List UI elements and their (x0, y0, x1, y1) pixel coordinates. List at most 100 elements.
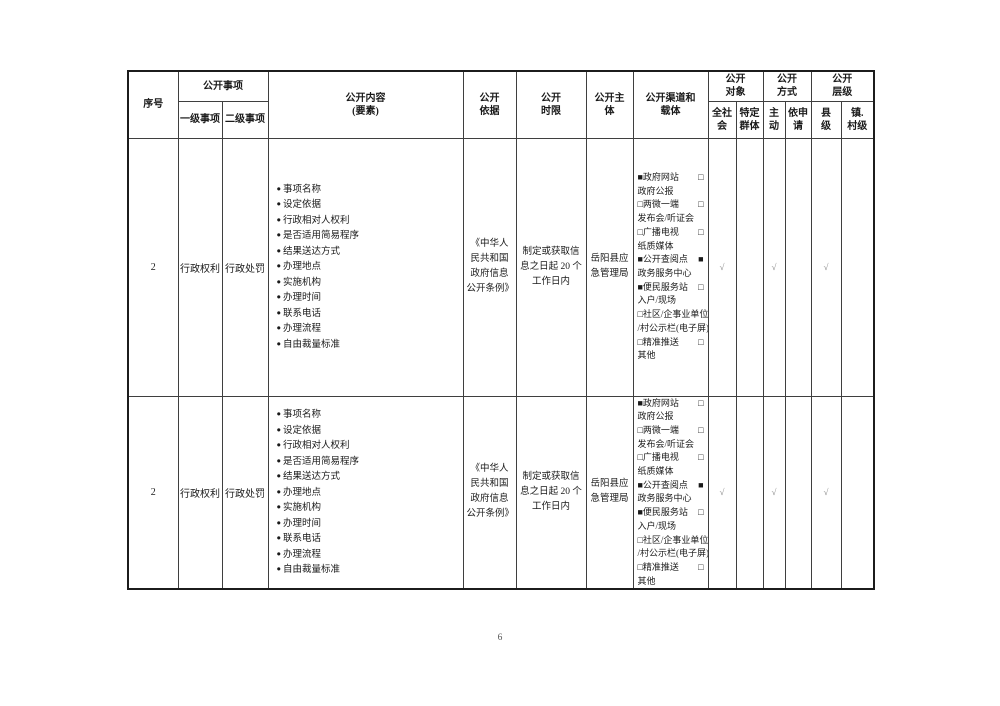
bullet-icon: ● (276, 276, 282, 286)
cell-item-l1: 行政权利 (177, 395, 223, 590)
bullet-icon: ● (276, 261, 282, 271)
table-body: 2 行政权利 行政处罚 ● 事项名称 ● 设定依据 ● 行政相对人权利 (127, 137, 875, 590)
channel-line: 其他 (638, 349, 704, 363)
content-element-item: ● 事项名称 (277, 407, 463, 423)
channel-line: 纸质媒体 (638, 465, 704, 479)
channel-line-text: 政务服务中心 (637, 493, 692, 504)
cell-basis: 《中华人民共和国政府信息公开条例》 (462, 137, 517, 397)
content-element-text: 设定依据 (283, 200, 322, 211)
content-element-text: 事项名称 (283, 410, 322, 421)
content-element-item: ● 联系电话 (277, 306, 463, 322)
bullet-icon: ● (276, 199, 282, 209)
content-element-item: ● 是否适用简易程序 (277, 454, 463, 470)
bullet-icon: ● (276, 564, 282, 574)
content-element-text: 联系电话 (283, 308, 322, 319)
cell-time-limit: 制定或获取信息之日起 20 个工作日内 (515, 395, 587, 590)
channel-line: □精准推送 □ (638, 561, 704, 575)
content-element-item: ● 自由裁量标准 (277, 562, 463, 578)
bullet-icon: ● (276, 409, 282, 419)
channel-line: 政府公报 (638, 410, 704, 424)
cell-check-audience-specific (735, 395, 764, 590)
bullet-icon: ● (276, 502, 282, 512)
header-item-l2: 二级事项 (221, 100, 269, 139)
channel-line-text: □社区/企事业单位 (637, 534, 708, 545)
content-element-text: 行政相对人权利 (283, 215, 350, 226)
channel-line-text: /村公示栏(电子屏) (637, 548, 708, 559)
cell-check-audience-all: √ (707, 137, 737, 397)
bullet-icon: ● (276, 307, 282, 317)
channel-line: 发布会/听证会 (638, 212, 704, 226)
channel-line: 其他 (638, 575, 704, 589)
channel-line: ■公开查阅点 ■ (638, 479, 704, 493)
content-element-item: ● 结果送达方式 (277, 469, 463, 485)
channel-checkbox-icon: □ (698, 561, 704, 572)
channel-checkbox-icon: □ (698, 172, 704, 183)
content-element-text: 办理流程 (283, 324, 322, 335)
cell-check-level-county: √ (810, 137, 842, 397)
channel-line-text: □精准推送 (637, 336, 679, 347)
channel-line-text: 纸质媒体 (637, 466, 674, 477)
bullet-icon: ● (276, 548, 282, 558)
channel-line-text: ■便民服务站 (637, 507, 688, 518)
channel-checkbox-icon: □ (698, 397, 704, 408)
content-element-item: ● 办理地点 (277, 259, 463, 275)
cell-basis: 《中华人民共和国政府信息公开条例》 (462, 395, 517, 590)
header-audience-all: 全社 会 (707, 100, 737, 139)
channel-list: ■政府网站 □ 政府公报 □两微一端 □ 发布会/听证会 □广播电视 □ 纸质媒体 (634, 171, 708, 363)
header-method-request: 依申 请 (784, 100, 812, 139)
channel-line: 政府公报 (638, 185, 704, 199)
channel-line: ■便民服务站 □ (638, 506, 704, 520)
channel-line: /村公示栏(电子屏) (638, 322, 708, 336)
channel-line: 入户/现场 (638, 520, 704, 534)
cell-channels: ■政府网站 □ 政府公报 □两微一端 □ 发布会/听证会 □广播电视 □ 纸质媒体 (632, 395, 709, 590)
bullet-icon: ● (276, 214, 282, 224)
header-method-active: 主 动 (762, 100, 786, 139)
channel-checkbox-icon: □ (698, 281, 704, 292)
bullet-icon: ● (276, 292, 282, 302)
content-element-item: ● 办理流程 (277, 547, 463, 563)
cell-item-l1: 行政权利 (177, 137, 223, 397)
channel-line: ■政府网站 □ (638, 171, 704, 185)
page-number: 6 (497, 633, 503, 643)
channel-line: □两微一端 □ (638, 424, 704, 438)
header-audience-group: 公开 对象 (707, 70, 764, 102)
table-row: 2 行政权利 行政处罚 ● 事项名称 ● 设定依据 ● 行政相对人权利 (127, 137, 875, 397)
channel-line-text: 入户/现场 (637, 295, 677, 306)
channel-line: ■便民服务站 □ (638, 281, 704, 295)
header-content: 公开内容 (要素) (267, 70, 464, 139)
channel-line-text: □广播电视 (637, 452, 679, 463)
content-element-list: ● 事项名称 ● 设定依据 ● 行政相对人权利 ● 是否适用简易程序 ● 结果送达方式 ●… (269, 407, 463, 578)
content-element-item: ● 自由裁量标准 (277, 337, 463, 353)
table-row: 2 行政权利 行政处罚 ● 事项名称 ● 设定依据 ● 行政相对人权利 (127, 395, 875, 590)
bullet-icon: ● (276, 455, 282, 465)
content-element-item: ● 结果送达方式 (277, 244, 463, 260)
channel-line: □两微一端 □ (638, 198, 704, 212)
channel-line-text: 其他 (637, 350, 656, 361)
content-element-item: ● 办理时间 (277, 290, 463, 306)
channel-line: 政务服务中心 (638, 492, 704, 506)
content-element-item: ● 实施机构 (277, 275, 463, 291)
channel-line-text: □广播电视 (637, 226, 679, 237)
channel-line-text: 政务服务中心 (637, 268, 692, 278)
header-level-county: 县 级 (810, 100, 842, 139)
content-element-text: 联系电话 (283, 534, 322, 545)
disclosure-table: 序号 公开事项 公开内容 (要素) 公开 依据 公开 时限 公开主 体 公开渠道… (127, 70, 875, 591)
channel-line: □社区/企事业单位 (638, 534, 708, 548)
content-element-item: ● 办理流程 (277, 321, 463, 337)
channel-line-text: ■政府网站 (637, 172, 679, 183)
channel-checkbox-icon: □ (698, 199, 704, 210)
cell-check-method-active: √ (762, 137, 786, 397)
header-item-group: 公开事项 (177, 70, 269, 102)
content-element-item: ● 办理时间 (277, 516, 463, 532)
bullet-icon: ● (276, 183, 282, 193)
content-element-text: 办理地点 (283, 262, 322, 273)
content-element-text: 自由裁量标准 (283, 339, 341, 350)
content-element-text: 办理地点 (283, 487, 322, 498)
channel-line: ■政府网站 □ (638, 397, 704, 410)
channel-checkbox-icon: □ (698, 424, 704, 435)
channel-list: ■政府网站 □ 政府公报 □两微一端 □ 发布会/听证会 □广播电视 □ 纸质媒体 (634, 397, 708, 589)
channel-checkbox-icon: □ (698, 507, 704, 518)
cell-check-level-town (840, 395, 875, 590)
channel-line: 政务服务中心 (638, 267, 704, 281)
content-element-text: 自由裁量标准 (283, 565, 341, 576)
